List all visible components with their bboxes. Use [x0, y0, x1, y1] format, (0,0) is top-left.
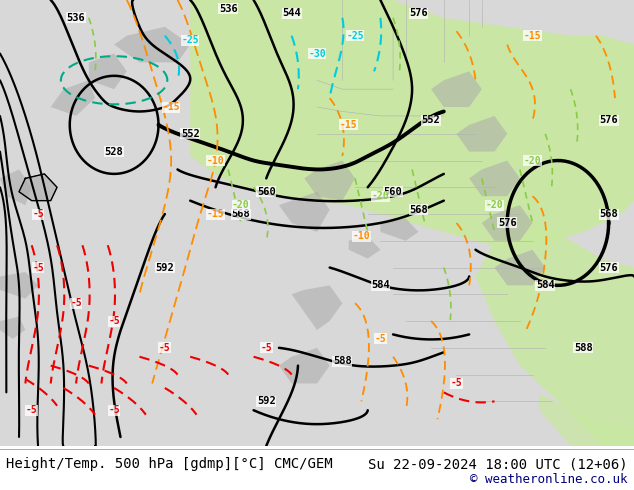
Polygon shape [380, 219, 418, 241]
Polygon shape [279, 348, 330, 384]
Polygon shape [539, 392, 634, 446]
Text: -5: -5 [108, 405, 120, 415]
Text: -5: -5 [32, 263, 44, 272]
Polygon shape [51, 80, 95, 116]
Text: 592: 592 [257, 396, 276, 406]
Polygon shape [279, 192, 330, 232]
Text: -15: -15 [207, 209, 224, 219]
Polygon shape [0, 170, 32, 205]
Polygon shape [292, 285, 342, 330]
Text: -15: -15 [340, 120, 358, 130]
Polygon shape [190, 0, 634, 250]
Text: Su 22-09-2024 18:00 UTC (12+06): Su 22-09-2024 18:00 UTC (12+06) [368, 458, 628, 471]
Text: -5: -5 [261, 343, 272, 353]
Polygon shape [304, 161, 355, 201]
Text: -15: -15 [162, 102, 180, 112]
Text: 576: 576 [409, 8, 428, 19]
Text: -30: -30 [308, 49, 326, 58]
Polygon shape [349, 236, 380, 259]
Polygon shape [19, 174, 57, 201]
Text: 584: 584 [371, 280, 390, 291]
Text: 588: 588 [574, 343, 593, 353]
Polygon shape [476, 201, 634, 446]
Text: 568: 568 [599, 209, 618, 219]
Text: 552: 552 [181, 129, 200, 139]
Text: 576: 576 [498, 218, 517, 228]
Text: -15: -15 [524, 31, 541, 41]
Text: -20: -20 [232, 200, 250, 210]
Text: -10: -10 [353, 231, 370, 242]
Text: -5: -5 [32, 209, 44, 219]
Text: -5: -5 [108, 316, 120, 326]
Text: -5: -5 [375, 334, 386, 344]
Text: -5: -5 [451, 378, 462, 389]
Text: 560: 560 [257, 187, 276, 197]
Text: 544: 544 [282, 8, 301, 19]
Polygon shape [469, 161, 520, 196]
Text: 552: 552 [422, 115, 441, 125]
Text: -20: -20 [372, 191, 389, 201]
Polygon shape [0, 317, 25, 339]
Text: 536: 536 [219, 4, 238, 14]
Text: 528: 528 [105, 147, 124, 157]
Polygon shape [114, 27, 190, 62]
Text: -20: -20 [486, 200, 503, 210]
Polygon shape [482, 205, 533, 241]
Text: -10: -10 [207, 155, 224, 166]
Text: 584: 584 [536, 280, 555, 291]
Text: -5: -5 [70, 298, 82, 308]
Text: 536: 536 [67, 13, 86, 23]
Text: -25: -25 [181, 35, 199, 45]
Text: 576: 576 [599, 115, 618, 125]
Text: 576: 576 [599, 263, 618, 272]
Polygon shape [0, 272, 38, 299]
Polygon shape [495, 250, 545, 285]
Text: 568: 568 [231, 209, 250, 219]
Text: -25: -25 [346, 31, 364, 41]
Polygon shape [89, 53, 127, 89]
Text: -5: -5 [26, 405, 37, 415]
Text: 592: 592 [155, 263, 174, 272]
Text: © weatheronline.co.uk: © weatheronline.co.uk [470, 472, 628, 486]
Text: -5: -5 [159, 343, 171, 353]
Polygon shape [456, 116, 507, 151]
Polygon shape [431, 72, 482, 107]
Text: -20: -20 [524, 155, 541, 166]
Text: 568: 568 [409, 204, 428, 215]
Text: Height/Temp. 500 hPa [gdmp][°C] CMC/GEM: Height/Temp. 500 hPa [gdmp][°C] CMC/GEM [6, 458, 333, 471]
Text: 560: 560 [384, 187, 403, 197]
Text: 588: 588 [333, 356, 352, 366]
